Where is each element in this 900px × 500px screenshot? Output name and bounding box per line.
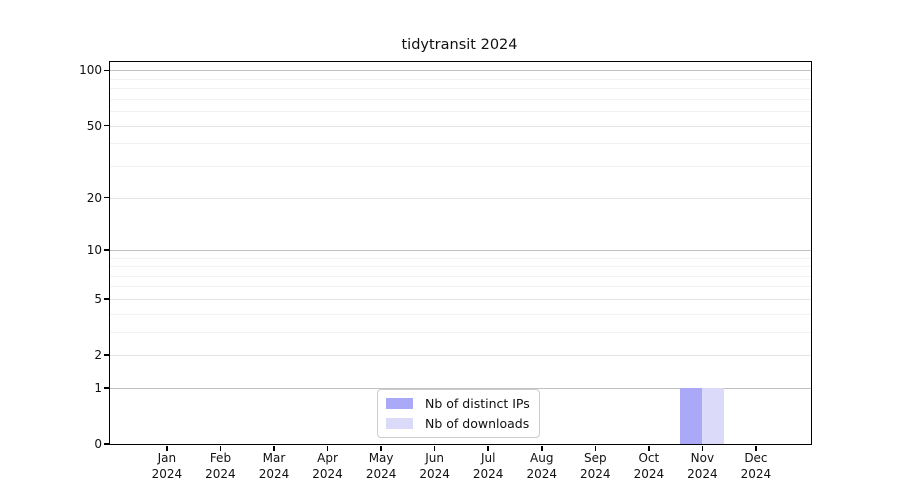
gridline-1 — [110, 387, 811, 389]
y-tick-20 — [103, 196, 109, 199]
x-tick-label-jun-2024: Jun 2024 — [419, 451, 450, 481]
y-tick-10 — [103, 249, 109, 251]
x-tick-label-sep-2024: Sep 2024 — [580, 451, 611, 481]
x-tick-0 — [166, 445, 168, 451]
x-tick-7 — [541, 445, 543, 451]
x-tick-11 — [755, 445, 757, 451]
x-tick-6 — [487, 445, 489, 451]
legend-item-distinct-ips: Nb of distinct IPs — [386, 395, 530, 412]
y-tick-label-100: 100 — [79, 63, 102, 78]
x-tick-label-jul-2024: Jul 2024 — [472, 451, 504, 481]
plot-area: Dec 2024 Nov 2024 Oct 2024 Sep 2024 Aug 2024… — [79, 61, 812, 481]
x-tick-8 — [594, 445, 597, 451]
gridline-minor-70 — [110, 98, 811, 100]
legend-swatch-downloads — [386, 418, 413, 429]
y-tick-50 — [103, 124, 109, 127]
y-tick-label-50: 50 — [86, 118, 102, 133]
gridline-5 — [110, 298, 811, 300]
x-tick-4 — [380, 445, 382, 451]
x-tick-2 — [273, 445, 275, 451]
x-tick-9 — [648, 445, 650, 451]
gridline-minor-4 — [110, 313, 811, 315]
legend: Nb of distinct IPs Nb of downloads — [377, 389, 540, 438]
chart-title: tidytransit 2024 — [401, 37, 518, 53]
gridline-minor-80 — [110, 88, 811, 90]
x-tick-10 — [701, 445, 704, 451]
x-tick-label-jan-2024: Jan 2024 — [151, 451, 183, 481]
gridline-minor-3 — [110, 331, 811, 333]
y-tick-5 — [103, 298, 109, 300]
gridline-minor-7 — [110, 275, 811, 277]
gridline-minor-40 — [110, 143, 811, 145]
y-tick-label-1: 1 — [94, 380, 102, 395]
gridline-10 — [110, 249, 811, 251]
gridline-minor-6 — [110, 286, 811, 288]
legend-label-distinct-ips: Nb of distinct IPs — [425, 396, 530, 411]
gridline-20 — [110, 197, 811, 199]
gridline-2 — [110, 355, 811, 357]
bar-nb-of-downloads-nov-2024 — [702, 387, 725, 444]
x-tick-label-feb-2024: Feb 2024 — [205, 451, 236, 481]
y-tick-label-2: 2 — [94, 348, 102, 363]
y-tick-100 — [103, 69, 109, 72]
x-tick-label-oct-2024: Oct 2024 — [633, 451, 665, 481]
y-tick-label-5: 5 — [94, 291, 102, 306]
gridline-minor-30 — [110, 165, 811, 167]
gridline-minor-90 — [110, 78, 811, 80]
gridline-minor-9 — [110, 257, 811, 259]
gridline-50 — [110, 125, 811, 127]
x-tick-label-dec-2024: Dec 2024 — [740, 451, 772, 481]
y-tick-label-10: 10 — [86, 242, 102, 257]
y-tick-label-20: 20 — [86, 190, 102, 205]
x-tick-label-apr-2024: Apr 2024 — [312, 451, 343, 481]
y-tick-0 — [103, 443, 109, 445]
gridline-minor-8 — [110, 266, 811, 268]
x-tick-label-mar-2024: Mar 2024 — [258, 451, 290, 481]
y-tick-label-0: 0 — [94, 437, 102, 451]
x-tick-label-aug-2024: Aug 2024 — [526, 451, 558, 481]
legend-item-downloads: Nb of downloads — [386, 415, 530, 432]
gridline-100 — [110, 70, 811, 72]
legend-label-downloads: Nb of downloads — [425, 416, 530, 431]
y-tick-1 — [103, 387, 109, 389]
legend-swatch-distinct-ips — [386, 398, 413, 409]
x-tick-label-may-2024: May 2024 — [365, 451, 397, 481]
y-tick-2 — [103, 354, 109, 356]
x-tick-label-nov-2024: Nov 2024 — [687, 451, 718, 481]
gridline-minor-60 — [110, 111, 811, 113]
x-tick-3 — [326, 445, 329, 451]
x-tick-5 — [433, 445, 436, 451]
bar-nb-of-distinct-ips-nov-2024 — [680, 387, 703, 444]
x-tick-1 — [219, 445, 222, 451]
